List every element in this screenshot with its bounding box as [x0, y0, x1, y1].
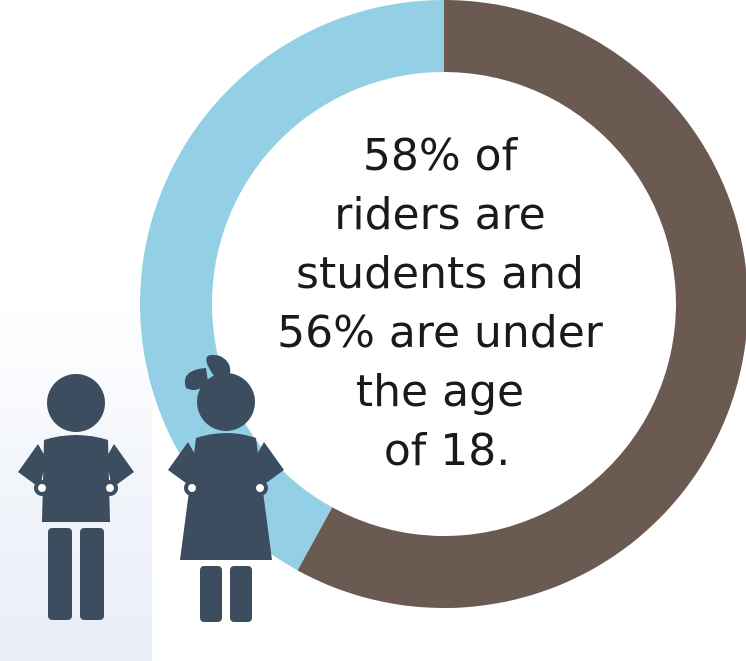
donut-slice-1: [297, 0, 746, 608]
center-text: 58% of riders are students and 56% are u…: [277, 130, 617, 476]
center-text-line: riders are: [334, 189, 545, 240]
center-text-line: students and: [296, 248, 584, 299]
center-text-line: the age: [356, 366, 524, 417]
girl-student-icon: [168, 354, 284, 622]
center-text-line: 56% are under: [277, 307, 604, 358]
center-text-line: of 18.: [384, 425, 510, 476]
center-text-line: 58% of: [363, 130, 519, 181]
boy-student-icon: [18, 374, 134, 620]
